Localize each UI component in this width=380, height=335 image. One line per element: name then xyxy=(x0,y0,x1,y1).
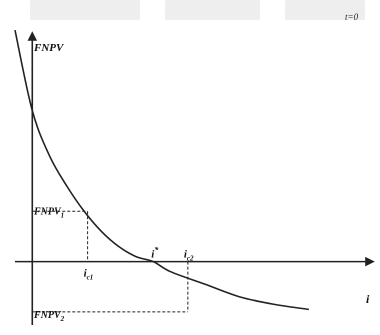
ic2-label: ic2 xyxy=(184,249,194,263)
fnpv2-label: FNPV2 xyxy=(33,310,65,323)
fnpv-curve xyxy=(14,29,309,311)
i-star-label: i* xyxy=(151,246,159,261)
x-axis-label: i xyxy=(366,292,370,306)
ic1-label: ic1 xyxy=(84,268,94,282)
watermark-block xyxy=(285,0,365,20)
corner-note: t=0 xyxy=(345,12,359,22)
watermark-block xyxy=(165,0,260,20)
y-axis-label: FNPV xyxy=(33,42,65,54)
watermark-block xyxy=(30,0,140,20)
fnpv1-label: FNPV1 xyxy=(33,206,64,219)
